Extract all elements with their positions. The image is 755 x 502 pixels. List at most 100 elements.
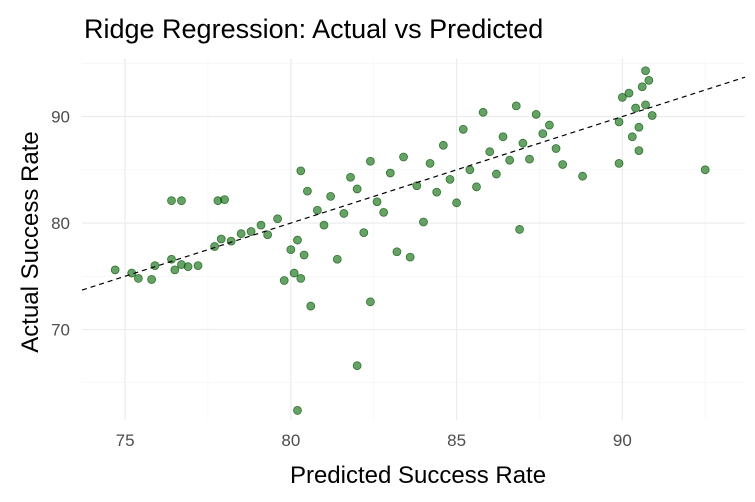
data-point	[312, 205, 322, 215]
data-point	[644, 75, 654, 85]
data-point	[478, 107, 488, 117]
data-point	[515, 225, 524, 234]
data-point	[167, 254, 176, 264]
data-point	[299, 250, 309, 260]
data-point	[216, 234, 226, 244]
x-axis-title: Predicted Success Rate	[290, 462, 546, 489]
data-point	[326, 192, 336, 201]
x-tick-label: 80	[281, 431, 300, 450]
y-tick-label: 80	[51, 214, 70, 233]
data-point	[110, 265, 120, 275]
data-point	[379, 207, 389, 217]
data-point	[545, 120, 554, 130]
data-point	[700, 165, 710, 175]
data-point	[289, 268, 299, 278]
data-point	[352, 184, 362, 194]
data-point	[458, 124, 468, 134]
data-point	[538, 129, 548, 138]
data-point	[306, 301, 316, 311]
data-point	[226, 236, 236, 246]
data-point	[263, 230, 273, 240]
reference-line	[81, 76, 746, 291]
data-point	[220, 195, 229, 205]
data-point	[372, 197, 382, 207]
data-point	[491, 169, 501, 179]
data-point	[624, 88, 634, 98]
data-point	[392, 247, 402, 257]
data-point	[366, 156, 375, 166]
data-point	[627, 132, 637, 142]
data-point	[452, 198, 461, 208]
data-point	[531, 110, 541, 119]
data-point	[303, 186, 312, 196]
data-point	[405, 252, 415, 262]
data-point	[359, 228, 369, 238]
y-tick-label: 70	[51, 321, 70, 340]
data-point	[558, 160, 568, 169]
data-point	[634, 146, 644, 156]
data-point	[551, 144, 561, 153]
data-point	[511, 101, 521, 111]
data-point	[631, 103, 641, 113]
minor-grid	[82, 58, 745, 420]
major-grid	[82, 58, 745, 420]
x-axis-ticks: 75 80 85 90	[116, 431, 632, 450]
data-point	[352, 361, 362, 371]
data-point	[210, 242, 220, 251]
data-point	[279, 276, 289, 285]
data-point	[472, 182, 481, 192]
data-point	[147, 275, 157, 284]
data-point	[634, 122, 644, 132]
y-axis-title: Actual Success Rate	[17, 131, 44, 352]
data-point	[236, 229, 246, 239]
data-point	[150, 261, 160, 271]
data-points	[110, 66, 710, 415]
data-point	[339, 209, 349, 218]
data-point	[518, 138, 528, 148]
data-point	[641, 100, 650, 110]
y-tick-label: 90	[51, 108, 70, 127]
data-point	[647, 111, 657, 120]
data-point	[193, 261, 203, 271]
y-axis-ticks: 70 80 90	[51, 108, 70, 340]
data-point	[465, 165, 475, 175]
data-point	[412, 181, 422, 191]
chart-title: Ridge Regression: Actual vs Predicted	[84, 14, 543, 44]
data-point	[438, 140, 448, 150]
data-point	[246, 227, 256, 236]
data-point	[332, 254, 342, 264]
data-point	[419, 217, 428, 227]
x-tick-label: 75	[116, 431, 135, 450]
data-point	[399, 152, 408, 162]
data-point	[614, 117, 624, 127]
data-point	[296, 273, 306, 283]
data-point	[183, 262, 193, 272]
data-point	[432, 187, 442, 197]
data-point	[293, 406, 302, 415]
data-point	[641, 66, 650, 76]
data-point	[346, 172, 355, 182]
data-point	[177, 196, 186, 206]
x-tick-label: 90	[613, 431, 632, 450]
data-point	[256, 220, 266, 230]
data-point	[170, 265, 180, 275]
x-tick-label: 85	[447, 431, 466, 450]
data-point	[296, 166, 306, 176]
data-point	[498, 132, 508, 142]
data-point	[637, 82, 647, 92]
data-point	[505, 155, 515, 165]
data-point	[319, 220, 329, 230]
data-point	[167, 196, 176, 206]
data-point	[614, 159, 624, 168]
data-point	[366, 297, 375, 307]
data-point	[293, 235, 302, 245]
data-point	[273, 214, 282, 224]
data-point	[578, 171, 587, 181]
data-point	[385, 168, 395, 178]
data-point	[617, 92, 627, 102]
data-point	[525, 154, 534, 164]
data-point	[286, 245, 296, 255]
data-point	[445, 174, 455, 184]
data-point	[485, 147, 495, 157]
